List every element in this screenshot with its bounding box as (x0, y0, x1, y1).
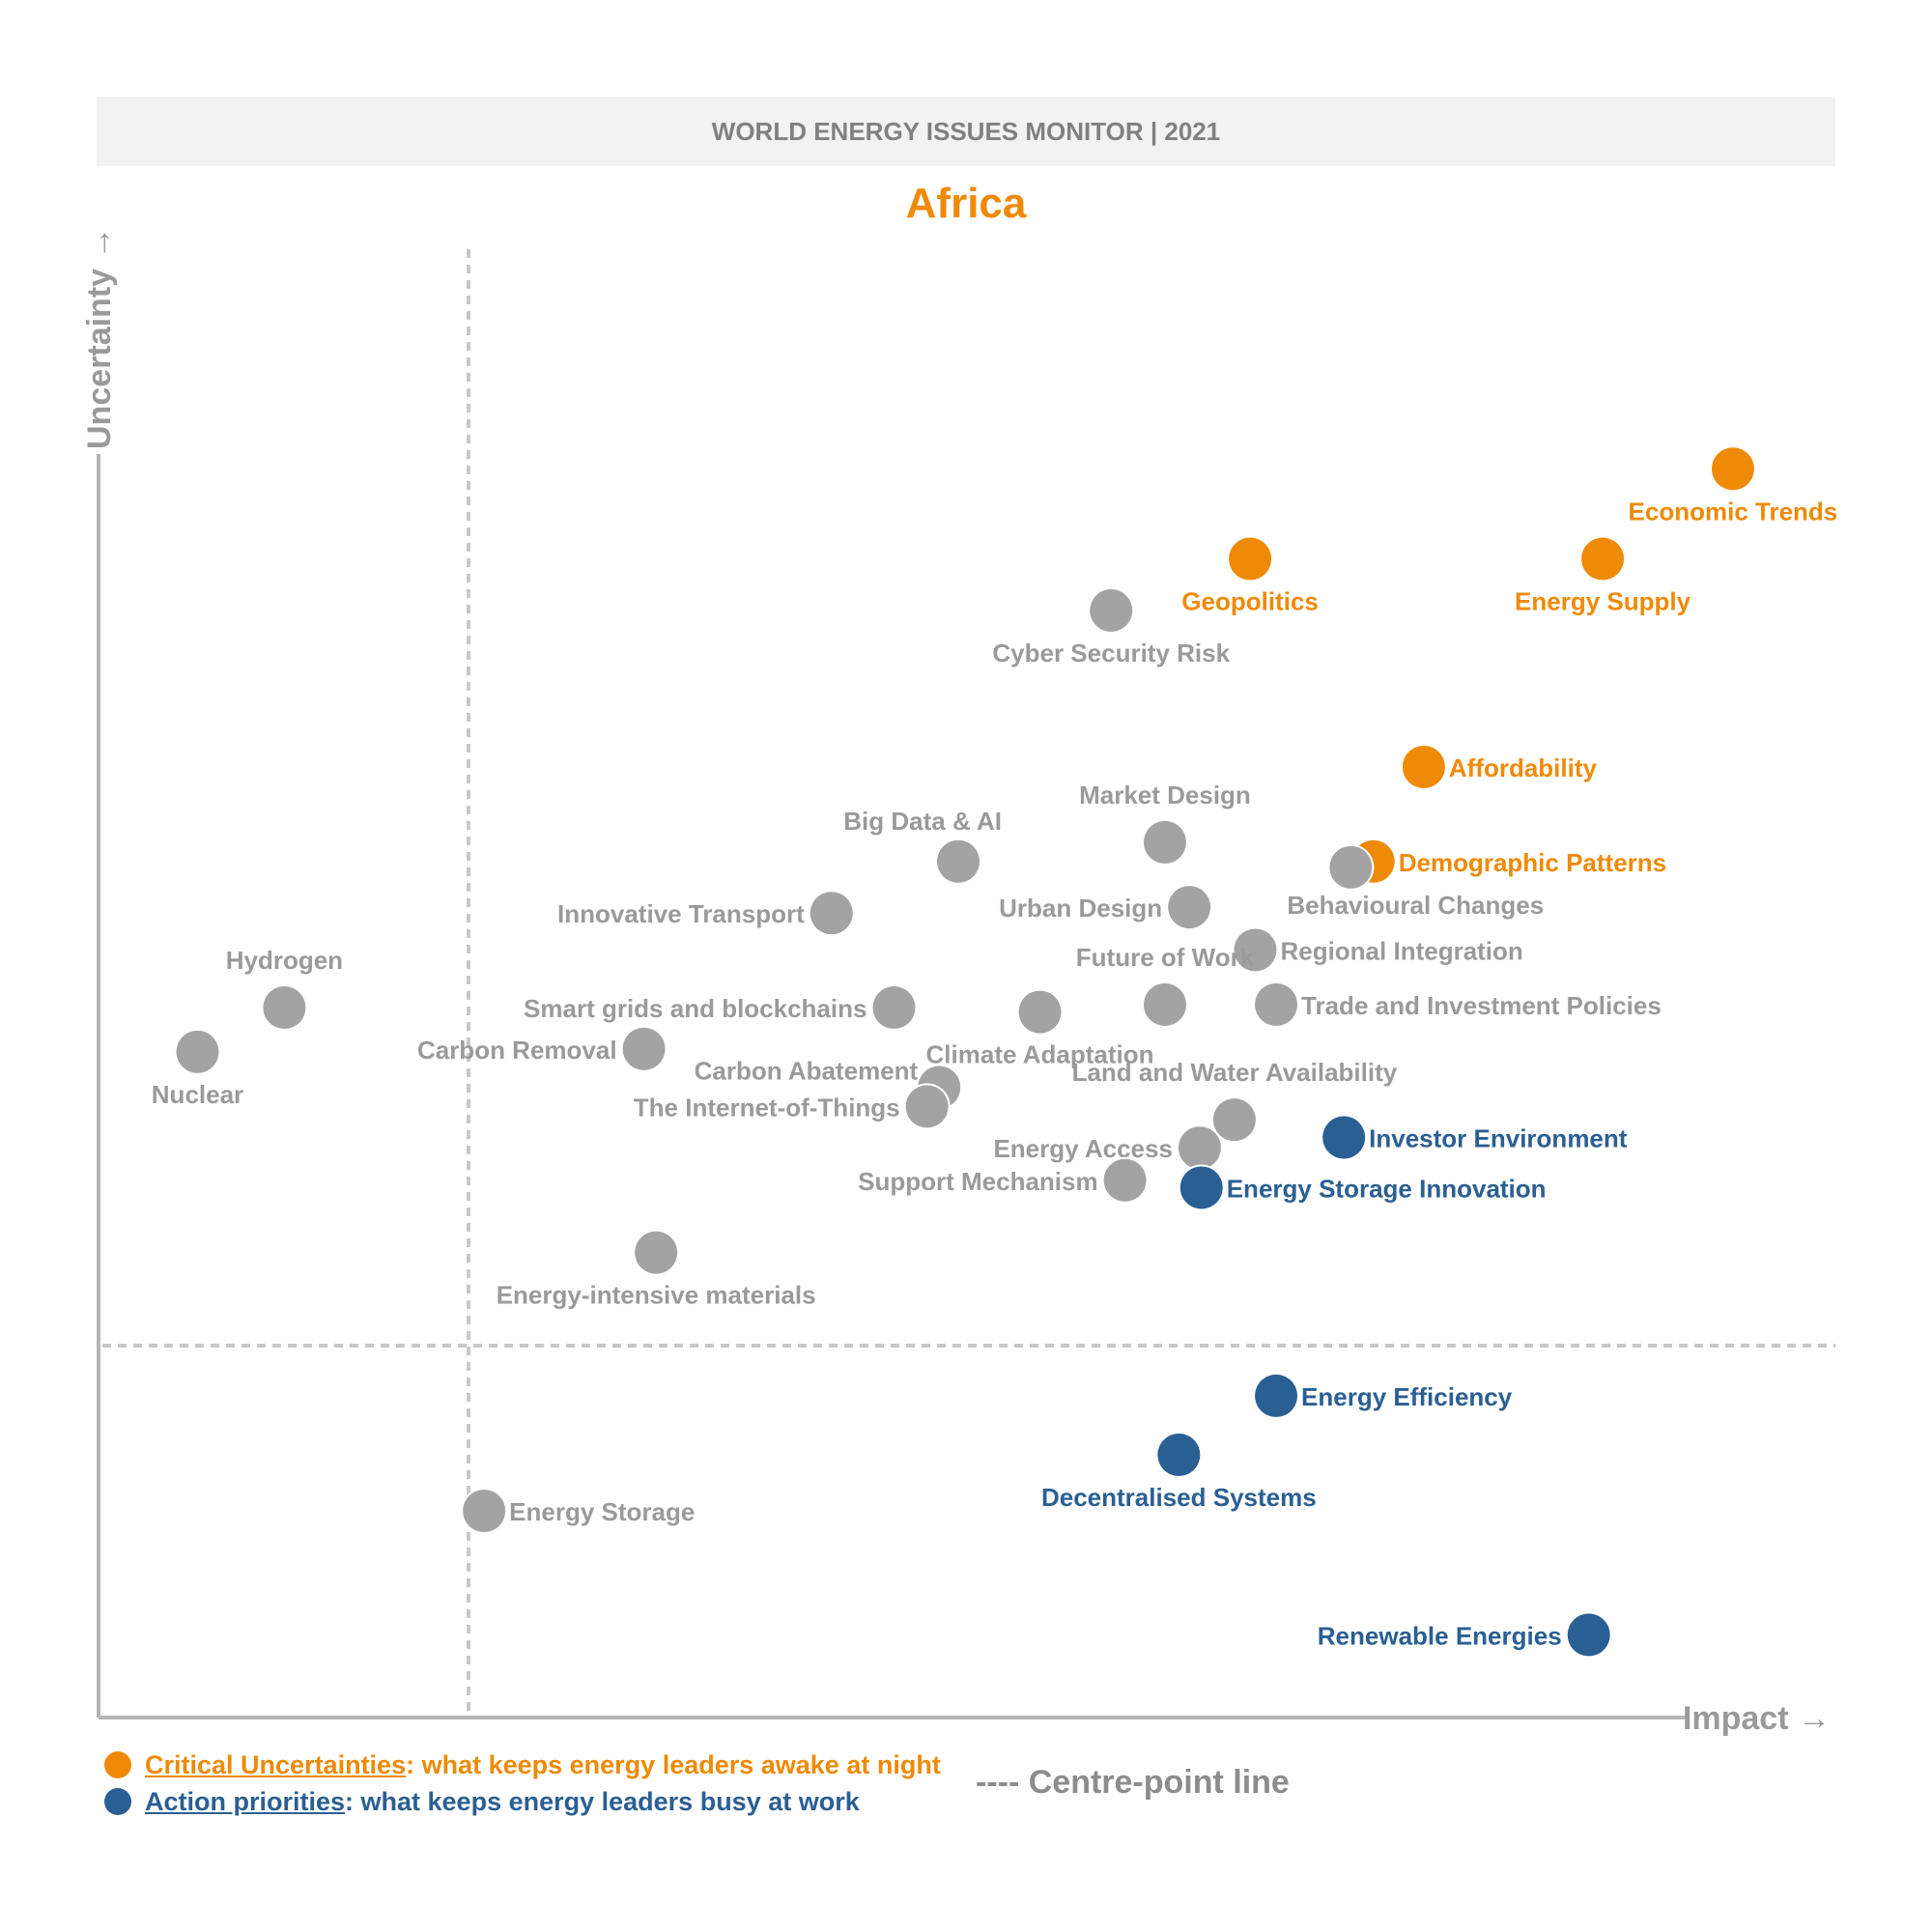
point-label: Land and Water Availability (1072, 1058, 1398, 1087)
point-label: Affordability (1449, 753, 1598, 782)
point-label: Cyber Security Risk (992, 639, 1230, 668)
legend-critical-name: Critical Uncertainties (145, 1749, 407, 1779)
centre-point-line-note: ---- Centre-point line (976, 1764, 1290, 1801)
data-point (1143, 820, 1186, 864)
data-point (1711, 447, 1754, 491)
data-point (263, 986, 306, 1030)
data-point (622, 1027, 666, 1070)
legend-item-critical: Critical Uncertainties : what keeps ener… (104, 1747, 941, 1783)
data-point (1168, 886, 1211, 929)
data-point (1157, 1434, 1201, 1477)
data-point (1234, 928, 1277, 972)
data-point (1179, 1166, 1223, 1209)
data-point (1329, 845, 1373, 889)
point-label: Economic Trends (1629, 497, 1838, 526)
data-point (1178, 1126, 1221, 1170)
data-point (1255, 1374, 1298, 1417)
header-banner: WORLD ENERGY ISSUES MONITOR | 2021 (97, 97, 1835, 166)
point-label: Market Design (1079, 781, 1251, 810)
data-point (872, 986, 916, 1030)
data-point (1090, 589, 1133, 632)
point-label: Big Data & AI (843, 807, 1002, 836)
data-point (1018, 990, 1062, 1034)
legend: Critical Uncertainties : what keeps ener… (104, 1747, 941, 1820)
point-label: Carbon Removal (417, 1036, 617, 1065)
x-axis-label: Impact → (1683, 1700, 1831, 1737)
data-point (1229, 537, 1272, 581)
point-label: Nuclear (152, 1080, 243, 1109)
chart-title: Africa (905, 180, 1027, 227)
data-point (1255, 982, 1298, 1026)
data-point (1322, 1116, 1366, 1159)
point-label: Energy Supply (1515, 587, 1691, 616)
data-point (1567, 1613, 1610, 1657)
point-label: Support Mechanism (858, 1167, 1097, 1196)
legend-action-desc: : what keeps energy leaders busy at work (345, 1786, 860, 1816)
y-axis-label: Uncertainty → (81, 227, 118, 450)
point-label: Innovative Transport (557, 899, 805, 928)
orange-dot-icon (104, 1751, 131, 1778)
data-point (1581, 537, 1625, 581)
legend-item-action: Action priorities : what keeps energy le… (104, 1783, 941, 1820)
point-label: Carbon Abatement (695, 1057, 919, 1086)
data-point (635, 1231, 678, 1274)
point-label: The Internet-of-Things (634, 1093, 900, 1122)
point-label: Renewable Energies (1318, 1621, 1562, 1650)
point-label: Energy Storage (509, 1497, 695, 1526)
point-label: Behavioural Changes (1287, 891, 1544, 920)
blue-dot-icon (104, 1788, 131, 1815)
data-point (1143, 982, 1186, 1026)
banner-title: WORLD ENERGY ISSUES MONITOR | 2021 (711, 117, 1221, 146)
data-point (176, 1030, 219, 1073)
point-label: Geopolitics (1181, 587, 1319, 616)
data-point (463, 1490, 506, 1533)
data-point (937, 839, 980, 883)
point-label: Trade and Investment Policies (1301, 991, 1662, 1020)
point-label: Decentralised Systems (1041, 1483, 1317, 1512)
legend-action-name: Action priorities (145, 1786, 346, 1816)
point-label: Smart grids and blockchains (524, 994, 867, 1023)
data-point (905, 1085, 949, 1128)
point-label: Energy Access (993, 1134, 1172, 1163)
data-point (1212, 1098, 1256, 1142)
point-label: Investor Environment (1369, 1123, 1628, 1152)
point-label: Future of Work (1076, 943, 1255, 972)
point-label: Energy-intensive materials (497, 1281, 816, 1310)
point-label: Climate Adaptation (926, 1040, 1154, 1069)
point-label: Energy Efficiency (1301, 1382, 1513, 1411)
data-point (810, 892, 853, 935)
point-label: Hydrogen (226, 946, 343, 975)
legend-critical-desc: : what keeps energy leaders awake at nig… (406, 1749, 941, 1779)
point-label: Urban Design (999, 894, 1162, 923)
data-point (1103, 1158, 1147, 1202)
data-point (1402, 745, 1445, 788)
point-label: Energy Storage Innovation (1227, 1174, 1547, 1203)
point-label: Demographic Patterns (1399, 848, 1666, 877)
point-label: Regional Integration (1280, 936, 1522, 965)
